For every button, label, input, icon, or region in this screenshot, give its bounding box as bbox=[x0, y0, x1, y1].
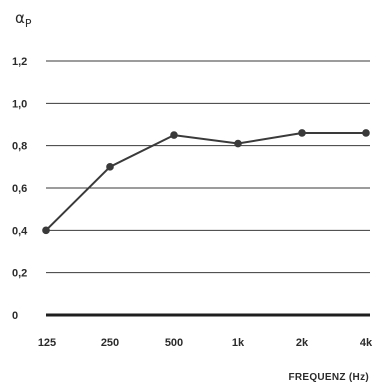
y-tick-label: 0 bbox=[12, 310, 18, 322]
data-point bbox=[298, 129, 306, 137]
x-tick-label: 2k bbox=[296, 337, 309, 349]
y-axis-label: αP bbox=[15, 9, 32, 30]
series-line bbox=[45, 132, 366, 232]
y-tick-labels: 0 0,2 0,4 0,6 0,8 1,0 1,2 bbox=[12, 56, 28, 322]
y-tick-label: 0,6 bbox=[12, 183, 27, 195]
x-tick-label: 4k bbox=[360, 337, 373, 349]
y-tick-label: 1,2 bbox=[12, 56, 27, 68]
data-point bbox=[106, 163, 114, 171]
grid-lines bbox=[46, 60, 370, 317]
data-point bbox=[234, 139, 242, 148]
data-point bbox=[170, 131, 178, 139]
y-tick-label: 0,4 bbox=[12, 225, 28, 237]
x-tick-label: 1k bbox=[232, 337, 245, 349]
x-tick-label: 125 bbox=[38, 337, 56, 349]
x-axis-label: FREQUENZ (Hz) bbox=[288, 372, 369, 383]
data-point bbox=[362, 129, 370, 137]
y-axis-label-main: α bbox=[15, 9, 25, 27]
y-tick-label: 0,2 bbox=[12, 268, 27, 280]
data-point bbox=[42, 226, 50, 235]
x-tick-labels: 125 250 500 1k 2k 4k bbox=[38, 337, 373, 349]
y-tick-label: 1,0 bbox=[12, 98, 27, 110]
y-axis-label-sub: P bbox=[25, 17, 32, 30]
data-points bbox=[42, 129, 370, 235]
y-tick-label: 0,8 bbox=[12, 141, 27, 153]
x-tick-label: 250 bbox=[101, 337, 119, 349]
x-tick-label: 500 bbox=[165, 337, 183, 349]
